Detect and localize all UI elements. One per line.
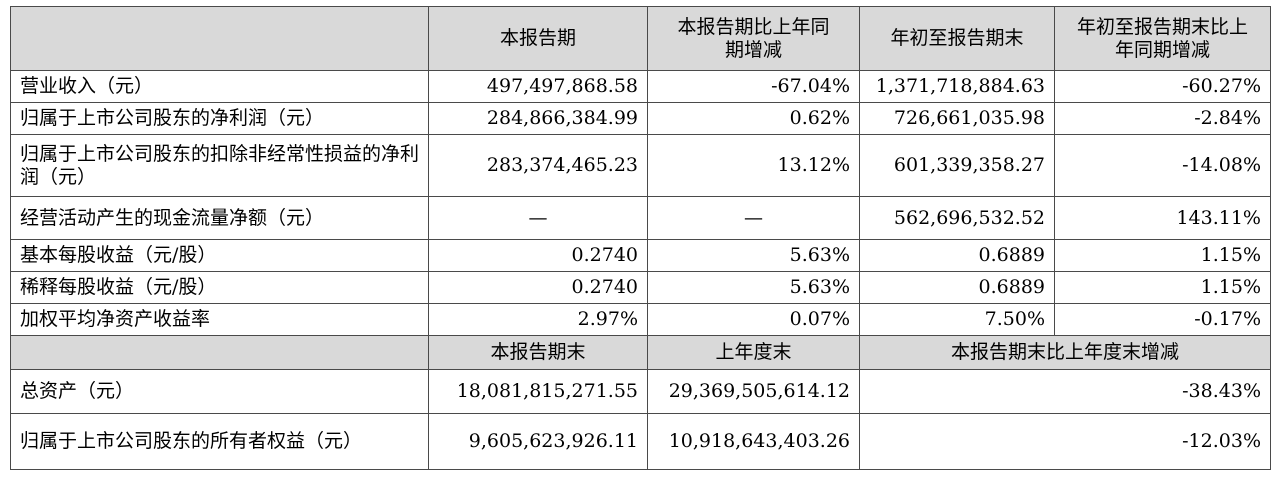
row-label: 基本每股收益（元/股） — [10, 239, 429, 272]
cell-value: 13.12% — [647, 134, 860, 197]
cell-value: 283,374,465.23 — [428, 134, 648, 197]
table-row: 稀释每股收益（元/股） 0.2740 5.63% 0.6889 1.15% — [10, 271, 1271, 304]
row-label: 总资产（元） — [10, 369, 429, 414]
cell-dash: — — [428, 196, 648, 240]
cell-value: -60.27% — [1054, 70, 1271, 103]
cell-value: 0.2740 — [428, 239, 648, 272]
table-row: 归属于上市公司股东的扣除非经常性损益的净利润（元） 283,374,465.23… — [10, 134, 1271, 197]
header-ytd-yoy: 年初至报告期末比上年同期增减 — [1054, 6, 1271, 71]
cell-value: 29,369,505,614.12 — [647, 369, 860, 414]
table-row: 总资产（元） 18,081,815,271.55 29,369,505,614.… — [10, 369, 1271, 414]
cell-value: 1.15% — [1054, 239, 1271, 272]
header-current-period: 本报告期 — [428, 6, 648, 71]
financial-data-table: 本报告期 本报告期比上年同期增减 年初至报告期末 年初至报告期末比上年同期增减 … — [10, 6, 1271, 470]
subheader-blank-cell — [10, 335, 429, 370]
cell-value: -38.43% — [859, 369, 1271, 414]
table-row: 归属于上市公司股东的净利润（元） 284,866,384.99 0.62% 72… — [10, 102, 1271, 135]
cell-value: -12.03% — [859, 413, 1271, 470]
cell-value: -67.04% — [647, 70, 860, 103]
cell-value: 601,339,358.27 — [859, 134, 1055, 197]
table-row: 归属于上市公司股东的所有者权益（元） 9,605,623,926.11 10,9… — [10, 413, 1271, 470]
header-current-period-yoy: 本报告期比上年同期增减 — [647, 6, 860, 71]
table-subheader-row: 本报告期末 上年度末 本报告期末比上年度末增减 — [10, 335, 1271, 370]
cell-value: 18,081,815,271.55 — [428, 369, 648, 414]
table-row: 加权平均净资产收益率 2.97% 0.07% 7.50% -0.17% — [10, 303, 1271, 336]
header-blank-cell — [10, 6, 429, 71]
cell-value: 5.63% — [647, 239, 860, 272]
cell-value: 0.62% — [647, 102, 860, 135]
row-label: 经营活动产生的现金流量净额（元） — [10, 196, 429, 240]
cell-value: 10,918,643,403.26 — [647, 413, 860, 470]
header-ytd: 年初至报告期末 — [859, 6, 1055, 71]
cell-value: 5.63% — [647, 271, 860, 304]
cell-value: 9,605,623,926.11 — [428, 413, 648, 470]
cell-value: 1.15% — [1054, 271, 1271, 304]
cell-value: 562,696,532.52 — [859, 196, 1055, 240]
row-label: 稀释每股收益（元/股） — [10, 271, 429, 304]
cell-value: 143.11% — [1054, 196, 1271, 240]
cell-value: 284,866,384.99 — [428, 102, 648, 135]
cell-value: 1,371,718,884.63 — [859, 70, 1055, 103]
cell-value: 2.97% — [428, 303, 648, 336]
cell-dash: — — [647, 196, 860, 240]
cell-value: -2.84% — [1054, 102, 1271, 135]
cell-value: 7.50% — [859, 303, 1055, 336]
cell-value: 497,497,868.58 — [428, 70, 648, 103]
cell-value: -14.08% — [1054, 134, 1271, 197]
cell-value: 0.2740 — [428, 271, 648, 304]
cell-value: 0.6889 — [859, 271, 1055, 304]
cell-value: -0.17% — [1054, 303, 1271, 336]
row-label: 归属于上市公司股东的净利润（元） — [10, 102, 429, 135]
row-label: 加权平均净资产收益率 — [10, 303, 429, 336]
subheader-period-end: 本报告期末 — [428, 335, 648, 370]
table-row: 营业收入（元） 497,497,868.58 -67.04% 1,371,718… — [10, 70, 1271, 103]
cell-value: 0.07% — [647, 303, 860, 336]
row-label: 归属于上市公司股东的所有者权益（元） — [10, 413, 429, 470]
row-label: 归属于上市公司股东的扣除非经常性损益的净利润（元） — [10, 134, 429, 197]
cell-value: 726,661,035.98 — [859, 102, 1055, 135]
table-header-row: 本报告期 本报告期比上年同期增减 年初至报告期末 年初至报告期末比上年同期增减 — [10, 6, 1271, 71]
subheader-change: 本报告期末比上年度末增减 — [859, 335, 1271, 370]
row-label: 营业收入（元） — [10, 70, 429, 103]
cell-value: 0.6889 — [859, 239, 1055, 272]
subheader-prior-year-end: 上年度末 — [647, 335, 860, 370]
table-row: 基本每股收益（元/股） 0.2740 5.63% 0.6889 1.15% — [10, 239, 1271, 272]
table-row: 经营活动产生的现金流量净额（元） — — 562,696,532.52 143.… — [10, 196, 1271, 240]
